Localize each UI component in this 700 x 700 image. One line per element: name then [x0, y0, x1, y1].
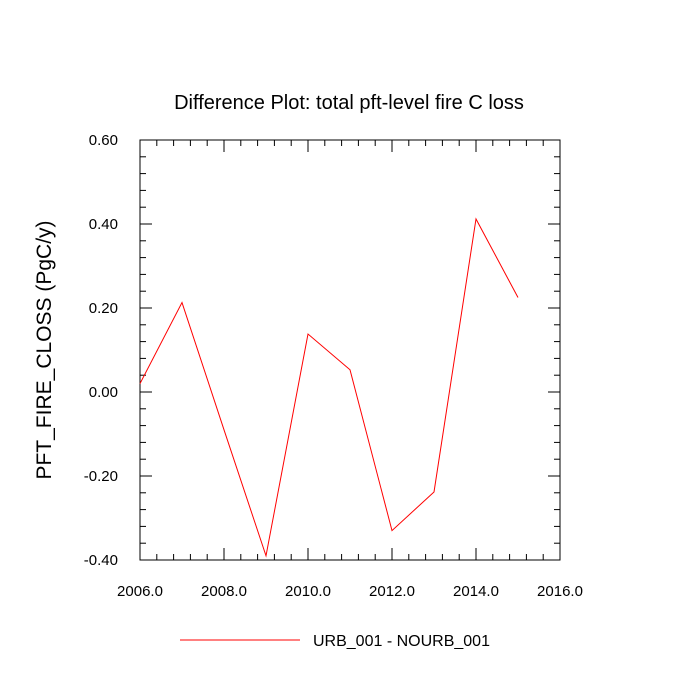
y-tick-label: 0.20	[89, 300, 118, 317]
x-tick-label: 2010.0	[285, 583, 331, 600]
chart-title: Difference Plot: total pft-level fire C …	[174, 92, 524, 114]
y-axis-label: PFT_FIRE_CLOSS (PgC/y)	[33, 220, 56, 479]
minor-ticks	[139, 139, 561, 561]
y-tick-label: -0.20	[84, 468, 118, 485]
series-line	[139, 217, 519, 558]
major-ticks	[139, 139, 561, 561]
x-tick-label: 2014.0	[453, 583, 499, 600]
x-tick-labels: 2006.0 2008.0 2010.0 2012.0 2014.0 2016.0	[117, 583, 583, 600]
y-tick-label: 0.00	[89, 384, 118, 401]
x-tick-label: 2008.0	[201, 583, 247, 600]
plot-frame	[139, 139, 561, 561]
x-tick-label: 2006.0	[117, 583, 163, 600]
legend: URB_001 - NOURB_001	[180, 633, 490, 650]
series-layer	[139, 217, 519, 558]
x-tick-label: 2012.0	[369, 583, 415, 600]
y-tick-label: -0.40	[84, 552, 118, 569]
y-tick-label: 0.40	[89, 216, 118, 233]
y-tick-label: 0.60	[89, 132, 118, 149]
legend-label: URB_001 - NOURB_001	[313, 633, 490, 650]
x-tick-label: 2016.0	[537, 583, 583, 600]
y-tick-labels: 0.60 0.40 0.20 0.00 -0.20 -0.40	[84, 132, 118, 569]
